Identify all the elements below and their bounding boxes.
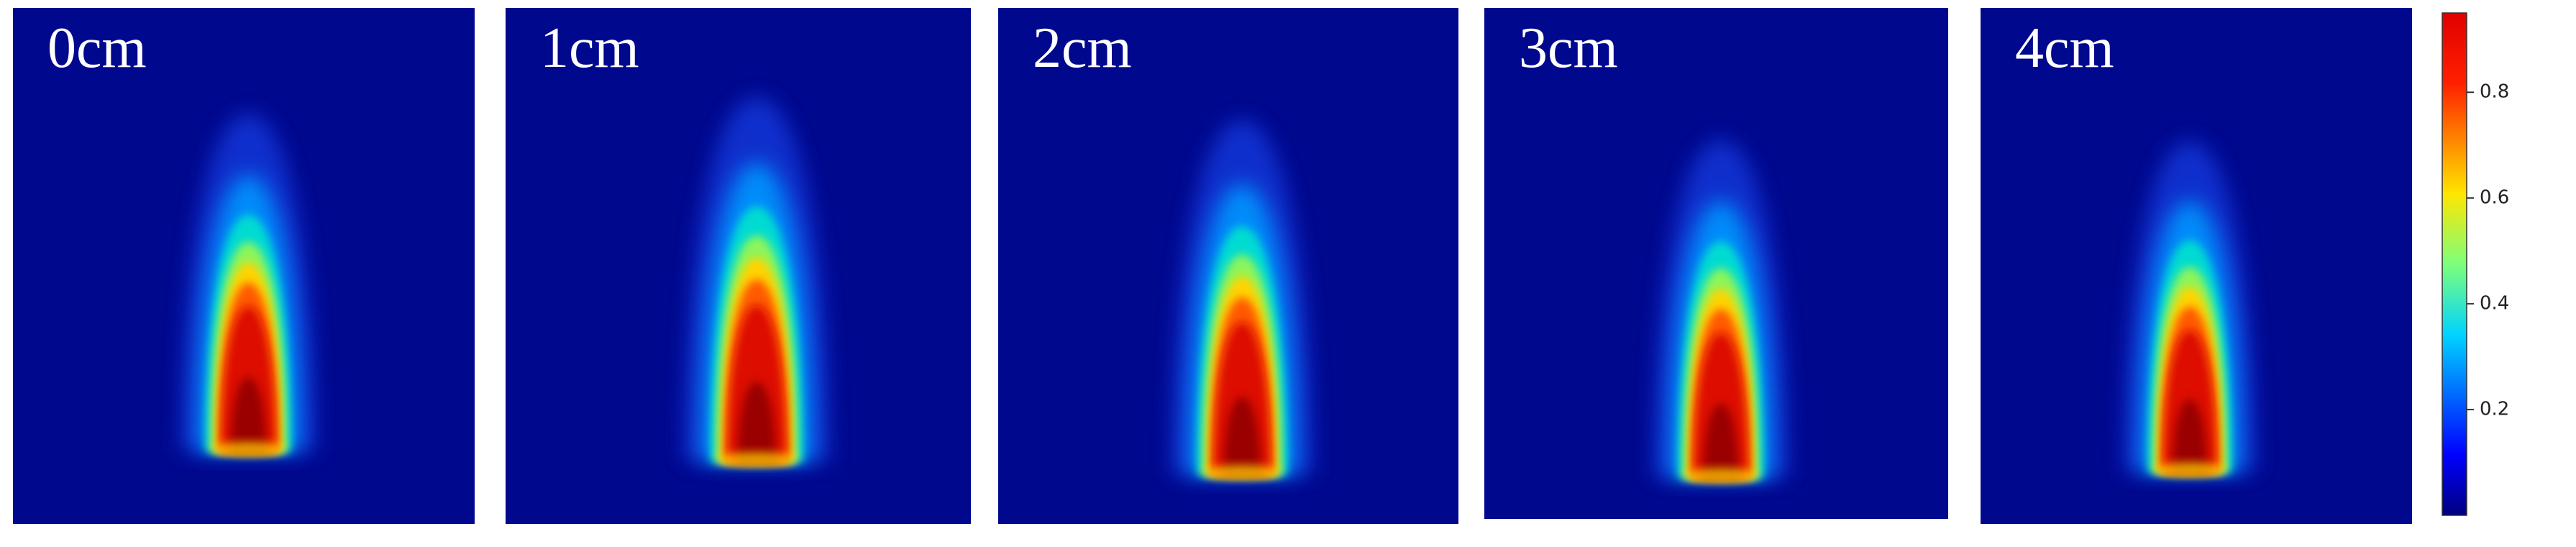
- flame-layer: [1224, 397, 1261, 475]
- panel-label: 2cm: [1033, 17, 1132, 80]
- flame-base: [1203, 464, 1281, 479]
- flame: [1653, 140, 1789, 483]
- flame-layer: [738, 381, 776, 462]
- flame: [1171, 119, 1313, 479]
- flame-layer: [231, 377, 266, 452]
- colorbar-tick-label: 0.8: [2480, 81, 2509, 103]
- panel: 4cm: [1981, 8, 2412, 524]
- panel-label: 1cm: [540, 17, 639, 80]
- panel: 0cm: [13, 8, 475, 524]
- colorbar-tick-label: 0.4: [2480, 293, 2509, 315]
- panel-label: 4cm: [2015, 17, 2114, 80]
- panel: 3cm: [1484, 8, 1948, 519]
- flame-layer: [2173, 399, 2207, 473]
- colorbar-tick-label: 0.6: [2480, 187, 2509, 209]
- panel: 1cm: [506, 8, 971, 524]
- colorbar: [2442, 12, 2467, 516]
- panel-label: 0cm: [47, 17, 147, 80]
- flame: [181, 113, 316, 456]
- flame: [684, 96, 830, 466]
- flame-base: [2154, 462, 2226, 477]
- colorbar-tick-label: 0.2: [2480, 399, 2509, 420]
- flame-layer: [1703, 403, 1738, 479]
- panel-label: 3cm: [1519, 17, 1618, 80]
- flame-base: [717, 451, 797, 466]
- flame-base: [211, 441, 286, 456]
- flame: [2124, 140, 2256, 477]
- flame-base: [1684, 468, 1758, 483]
- panel: 2cm: [998, 8, 1458, 524]
